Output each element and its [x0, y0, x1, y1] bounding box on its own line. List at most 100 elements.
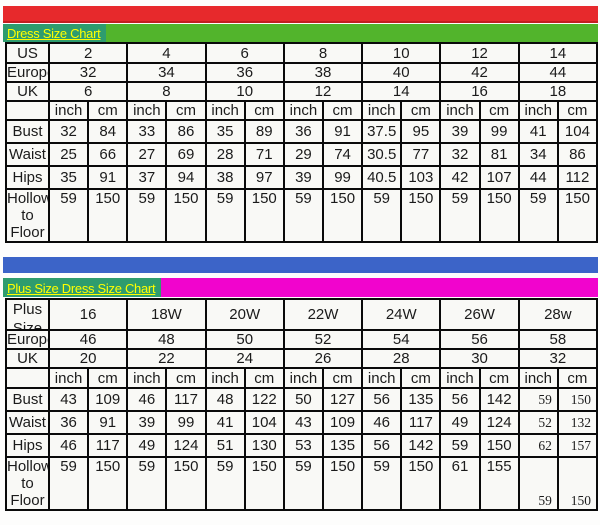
- value-cell: 35: [204, 119, 246, 144]
- value-cell: 59: [282, 456, 324, 511]
- unit-cell: inch: [439, 100, 481, 121]
- size-cell: 20W: [204, 298, 285, 331]
- row-label: Hips: [5, 165, 50, 190]
- row-label: [5, 367, 50, 389]
- value-cell: 150: [478, 188, 520, 243]
- unit-cell: cm: [478, 100, 520, 121]
- size-cell: 4: [126, 42, 207, 64]
- value-cell: 39: [439, 119, 481, 144]
- value-cell: 71: [243, 142, 285, 167]
- size-cell: 40: [361, 62, 442, 83]
- size-cell: 2: [47, 42, 129, 64]
- size-cell: 8: [126, 81, 207, 102]
- value-cell: 28: [204, 142, 246, 167]
- value-cell: 59: [204, 456, 246, 511]
- row-label: Hollow to Floor: [5, 188, 50, 243]
- value-cell: 150: [400, 456, 442, 511]
- value-cell: 150: [556, 456, 599, 511]
- value-cell: 66: [87, 142, 129, 167]
- row-label: Europe: [5, 62, 50, 83]
- measure-row: Waist 36 91 39 99 41 104 43 109 46 117 49 124 52 132: [5, 410, 599, 435]
- value-cell: 50: [282, 387, 324, 412]
- row-label: UK: [5, 81, 50, 102]
- size-cell: 26: [282, 348, 364, 369]
- size-cell: 52: [282, 329, 364, 350]
- value-cell: 59: [47, 456, 90, 511]
- value-cell: 42: [439, 165, 481, 190]
- value-cell: 48: [204, 387, 246, 412]
- value-cell: 49: [126, 433, 168, 458]
- row-label: Bust: [5, 387, 50, 412]
- row-label: Plus Size: [5, 298, 50, 331]
- value-cell: 59: [439, 188, 481, 243]
- row-label: Bust: [5, 119, 50, 144]
- unit-cell: cm: [165, 100, 207, 121]
- unit-cell: cm: [556, 100, 599, 121]
- size-cell: 58: [517, 329, 599, 350]
- row-label: Waist: [5, 410, 50, 435]
- row-label: Hips: [5, 433, 50, 458]
- size-cell: 32: [47, 62, 129, 83]
- value-cell: 157: [556, 433, 599, 458]
- plus-size-chart-title: Plus Size Dress Size Chart: [3, 278, 162, 297]
- size-cell: 24W: [361, 298, 442, 331]
- size-cell: 50: [204, 329, 285, 350]
- row-label: Europe: [5, 329, 50, 350]
- value-cell: 150: [165, 456, 207, 511]
- value-cell: 127: [321, 387, 364, 412]
- plus-size-chart-table: Plus Size1618W20W22W24W26W28wEurope46485…: [5, 298, 599, 511]
- value-cell: 30.5: [361, 142, 403, 167]
- size-cell: 44: [517, 62, 599, 83]
- unit-cell: cm: [478, 367, 520, 389]
- size-cell: 14: [361, 81, 442, 102]
- value-cell: 150: [87, 456, 129, 511]
- size-row: Plus Size 16 18W 20W 22W 24W 26W 28w: [5, 298, 599, 331]
- value-cell: 99: [478, 119, 520, 144]
- value-cell: 104: [556, 119, 599, 144]
- value-cell: 40.5: [361, 165, 403, 190]
- value-cell: 81: [478, 142, 520, 167]
- size-cell: 34: [126, 62, 207, 83]
- size-cell: 18: [517, 81, 599, 102]
- value-cell: 41: [517, 119, 559, 144]
- unit-cell: cm: [400, 100, 442, 121]
- value-cell: 94: [165, 165, 207, 190]
- value-cell: 56: [361, 387, 403, 412]
- size-cell: 42: [439, 62, 520, 83]
- size-cell: 16: [47, 298, 129, 331]
- value-cell: 103: [400, 165, 442, 190]
- value-cell: 135: [321, 433, 364, 458]
- value-cell: 37.5: [361, 119, 403, 144]
- value-cell: 56: [439, 387, 481, 412]
- value-cell: 86: [556, 142, 599, 167]
- value-cell: 124: [165, 433, 207, 458]
- row-label: [5, 100, 50, 121]
- plus-size-chart-title-bar: Plus Size Dress Size Chart: [3, 278, 598, 297]
- value-cell: 52: [517, 410, 559, 435]
- unit-cell: inch: [282, 367, 324, 389]
- value-cell: 104: [243, 410, 285, 435]
- value-cell: 59: [126, 188, 168, 243]
- unit-cell: inch: [439, 367, 481, 389]
- measure-row: Hollow to Floor 59 150 59 150 59 150 59 150 59 150…: [5, 188, 599, 243]
- dress-size-chart-title-bar: Dress Size Chart: [3, 24, 598, 42]
- size-cell: 46: [47, 329, 129, 350]
- value-cell: 59: [204, 188, 246, 243]
- row-label: Waist: [5, 142, 50, 167]
- value-cell: 117: [165, 387, 207, 412]
- unit-cell: inch: [517, 367, 559, 389]
- top-red-bar: [3, 6, 598, 23]
- value-cell: 59: [517, 387, 559, 412]
- units-header-row: inch cm inch cm inch cm inch cm inch cm inch cm inch…: [5, 367, 599, 389]
- size-cell: 56: [439, 329, 520, 350]
- unit-cell: inch: [204, 367, 246, 389]
- size-cell: 12: [439, 42, 520, 64]
- size-cell: 18W: [126, 298, 207, 331]
- value-cell: 77: [400, 142, 442, 167]
- value-cell: 56: [361, 433, 403, 458]
- size-cell: 20: [47, 348, 129, 369]
- measure-row: Hips 46 117 49 124 51 130 53 135 56 142 59 150 62 157: [5, 433, 599, 458]
- size-cell: 48: [126, 329, 207, 350]
- value-cell: 29: [282, 142, 324, 167]
